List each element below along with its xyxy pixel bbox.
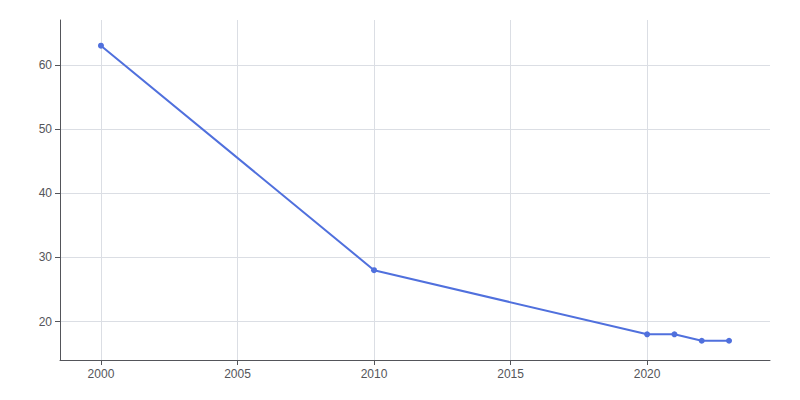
svg-text:2010: 2010 bbox=[361, 367, 388, 381]
svg-text:50: 50 bbox=[39, 122, 53, 136]
svg-text:40: 40 bbox=[39, 186, 53, 200]
svg-text:2020: 2020 bbox=[634, 367, 661, 381]
svg-text:2000: 2000 bbox=[88, 367, 115, 381]
svg-text:2015: 2015 bbox=[497, 367, 524, 381]
svg-text:2005: 2005 bbox=[224, 367, 251, 381]
svg-text:20: 20 bbox=[39, 315, 53, 329]
svg-text:60: 60 bbox=[39, 58, 53, 72]
svg-text:30: 30 bbox=[39, 250, 53, 264]
